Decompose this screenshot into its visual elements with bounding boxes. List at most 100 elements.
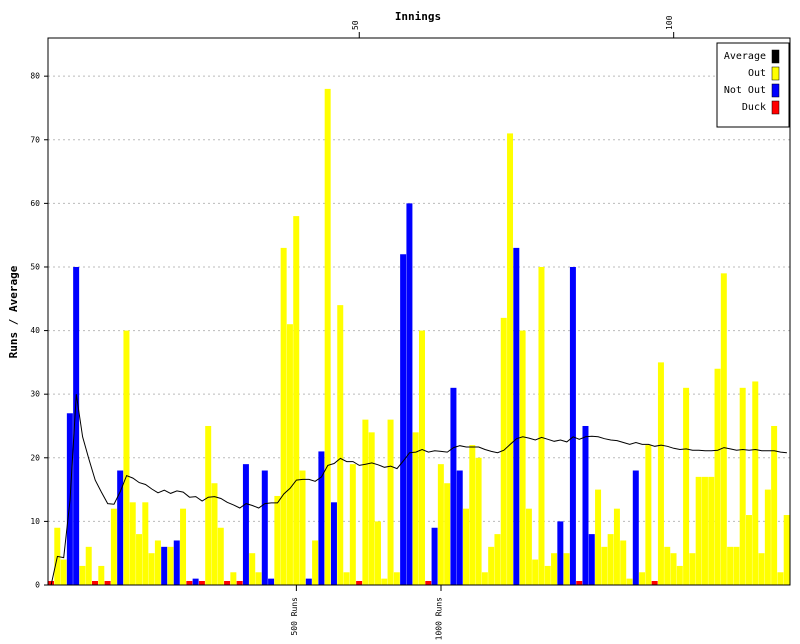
bar <box>79 565 86 585</box>
bar <box>142 502 149 585</box>
bar <box>85 546 92 585</box>
bar <box>387 419 394 585</box>
bar <box>92 581 99 585</box>
bar <box>783 515 790 585</box>
legend-swatch <box>771 66 780 81</box>
bar <box>708 476 715 585</box>
bar <box>450 387 457 585</box>
bar <box>488 546 495 585</box>
bar <box>431 527 438 585</box>
bar <box>764 489 771 585</box>
bar <box>255 572 262 585</box>
bar <box>538 266 545 585</box>
bar <box>217 527 224 585</box>
legend-swatch <box>771 49 780 64</box>
bar <box>714 368 721 585</box>
bar <box>236 581 243 585</box>
bar <box>180 508 187 585</box>
y-tick-label: 20 <box>30 453 40 462</box>
y-tick-label: 80 <box>30 72 40 81</box>
bar <box>148 553 155 585</box>
bar <box>683 387 690 585</box>
bar <box>557 521 564 585</box>
bar <box>532 559 539 585</box>
bar <box>601 546 608 585</box>
bar <box>123 330 130 585</box>
bar <box>745 515 752 585</box>
bar <box>167 546 174 585</box>
legend-label: Duck <box>742 102 766 113</box>
y-tick-label: 50 <box>30 262 40 271</box>
bar <box>406 203 413 586</box>
run-marker-label: 500 Runs <box>290 597 299 636</box>
bar <box>777 572 784 585</box>
bar <box>400 254 407 586</box>
bar <box>136 534 143 585</box>
legend-label: Out <box>748 68 766 79</box>
bar <box>368 432 375 585</box>
bar <box>129 502 136 585</box>
bar <box>664 546 671 585</box>
bar <box>513 247 520 585</box>
y-tick-label: 30 <box>30 390 40 399</box>
bar <box>639 572 646 585</box>
bar <box>117 470 124 585</box>
bar <box>211 483 218 585</box>
bar <box>576 581 583 585</box>
bar <box>613 508 620 585</box>
bar <box>224 581 231 585</box>
bar <box>582 425 589 585</box>
y-tick-label: 70 <box>30 135 40 144</box>
bar <box>720 273 727 585</box>
bar <box>695 476 702 585</box>
bar <box>205 425 212 585</box>
legend: Average Out Not Out Duck <box>716 42 790 128</box>
bar <box>280 247 287 585</box>
x-tick-label: 100 <box>665 15 674 30</box>
x-axis-title: Innings <box>395 10 441 23</box>
bar <box>274 495 281 585</box>
bar <box>569 266 576 585</box>
bar <box>349 464 356 585</box>
bar <box>551 553 558 585</box>
bar <box>381 578 388 585</box>
bar <box>739 387 746 585</box>
y-axis-title: Runs / Average <box>7 265 20 358</box>
bar <box>626 578 633 585</box>
bar <box>305 578 312 585</box>
bar <box>494 534 501 585</box>
legend-swatch <box>771 83 780 98</box>
bar <box>689 553 696 585</box>
bar <box>463 508 470 585</box>
bar <box>500 317 507 585</box>
bar <box>110 508 117 585</box>
y-tick-label: 0 <box>35 581 40 590</box>
bar <box>676 565 683 585</box>
bar <box>330 502 337 585</box>
bar <box>312 540 319 585</box>
bar <box>727 546 734 585</box>
average-line <box>50 394 787 586</box>
bar <box>198 581 205 585</box>
bar <box>563 553 570 585</box>
bar <box>475 457 482 585</box>
bar <box>752 381 759 585</box>
bar <box>230 572 237 585</box>
bar <box>525 508 532 585</box>
bar <box>362 419 369 585</box>
x-tick-label: 50 <box>351 20 360 30</box>
bar <box>425 581 432 585</box>
bar <box>595 489 602 585</box>
bar <box>771 425 778 585</box>
bar <box>356 581 363 585</box>
bar <box>620 540 627 585</box>
bar <box>73 266 80 585</box>
bar <box>607 534 614 585</box>
bar <box>324 88 331 585</box>
bar <box>318 451 325 585</box>
bar <box>469 445 476 585</box>
bar <box>544 565 551 585</box>
y-tick-label: 40 <box>30 326 40 335</box>
bar <box>48 581 54 585</box>
